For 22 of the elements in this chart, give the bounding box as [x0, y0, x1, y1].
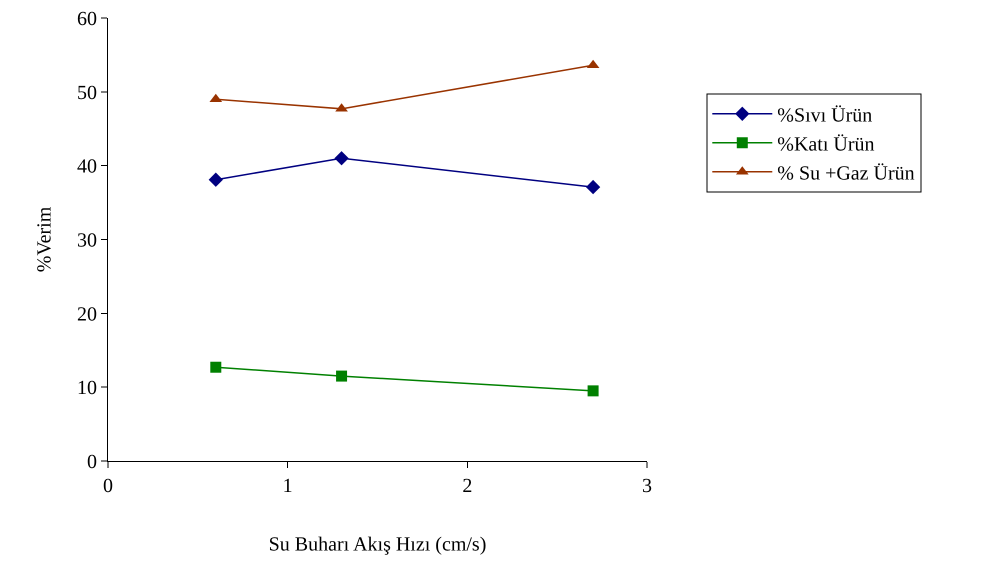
- y-tick-label: 0: [87, 451, 97, 473]
- y-axis-title: %Verim: [34, 206, 56, 272]
- y-tick-label: 30: [77, 230, 97, 252]
- legend-label: %Katı Ürün: [777, 134, 874, 156]
- point: [586, 180, 600, 194]
- x-tick-label: 1: [282, 475, 293, 497]
- point: [336, 370, 348, 382]
- x-axis-title: Su Buharı Akış Hızı (cm/s): [268, 534, 486, 556]
- point: [210, 362, 222, 373]
- point: [208, 172, 223, 187]
- point: [588, 385, 599, 396]
- x-tick-label: 3: [642, 475, 652, 497]
- legend-label: %Sıvı Ürün: [777, 104, 872, 127]
- legend-label: % Su +Gaz Ürün: [777, 162, 915, 185]
- y-tick-label: 60: [77, 8, 97, 30]
- y-tick-label: 20: [77, 303, 97, 326]
- y-tick-label: 40: [77, 156, 97, 178]
- x-tick-label: 0: [103, 475, 113, 497]
- x-tick-label: 2: [462, 475, 472, 497]
- y-tick-label: 50: [77, 82, 97, 104]
- point: [334, 151, 349, 166]
- y-tick-label: 10: [77, 377, 97, 400]
